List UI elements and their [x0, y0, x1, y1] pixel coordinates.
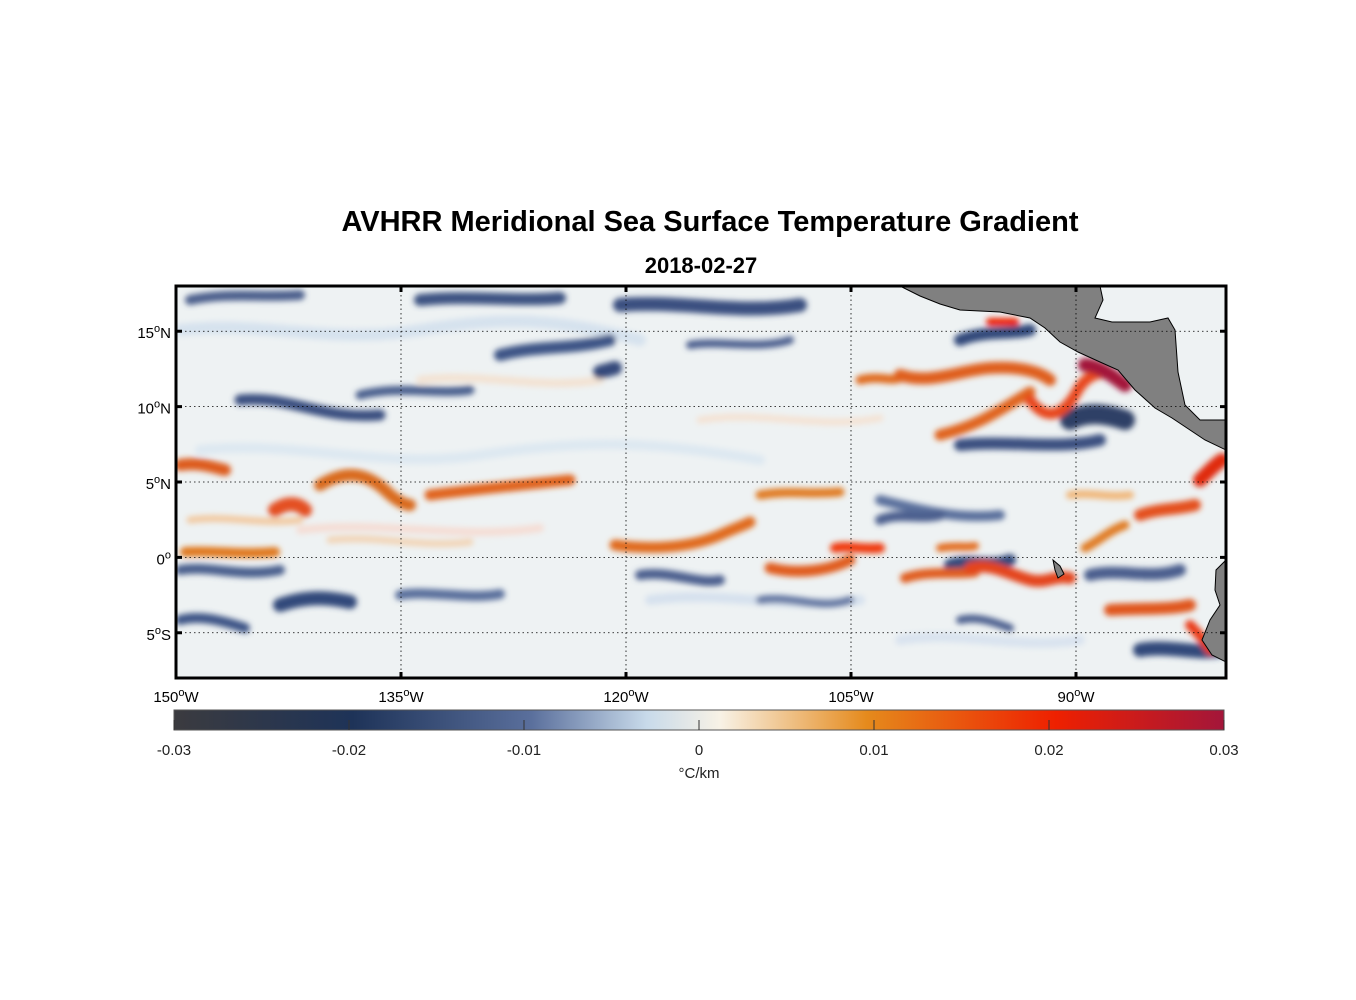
colorbar-tick-label: 0	[695, 742, 703, 759]
colorbar-tick-label: 0.03	[1209, 742, 1238, 759]
south-america-land	[1201, 559, 1226, 663]
lat-tick-label: 15oN	[137, 323, 171, 342]
sst-gradient-field	[176, 286, 1226, 678]
lon-tick-label: 150oW	[153, 687, 199, 706]
latitude-axis: 15oN 10oN 5oN 0o 5oS	[137, 323, 1226, 644]
lon-tick-label: 105oW	[828, 687, 874, 706]
colorbar-unit-label: °C/km	[679, 765, 720, 782]
lon-tick-label: 135oW	[378, 687, 424, 706]
colorbar-tick-label: -0.02	[332, 742, 366, 759]
longitude-axis: 150oW 135oW 120oW 105oW 90oW	[153, 286, 1095, 706]
colorbar-tick-label: 0.01	[859, 742, 888, 759]
central-america-land	[899, 286, 1226, 451]
lat-tick-label: 10oN	[137, 399, 171, 418]
map-date-subtitle: 2018-02-27	[644, 253, 758, 278]
colorbar-tick-label: 0.02	[1034, 742, 1063, 759]
colorbar-tick-label: -0.03	[157, 742, 191, 759]
lon-tick-label: 120oW	[603, 687, 649, 706]
colorbar-ticks: -0.03 -0.02 -0.01 0 0.01 0.02 0.03	[157, 720, 1239, 759]
lon-tick-label: 90oW	[1058, 687, 1096, 706]
colorbar-tick-label: -0.01	[507, 742, 541, 759]
galapagos-islands-land	[1052, 558, 1065, 579]
lat-tick-label: 5oS	[147, 625, 171, 644]
lat-tick-label: 5oN	[146, 474, 171, 493]
lat-tick-label: 0o	[157, 549, 171, 568]
map-title: AVHRR Meridional Sea Surface Temperature…	[341, 206, 1079, 238]
